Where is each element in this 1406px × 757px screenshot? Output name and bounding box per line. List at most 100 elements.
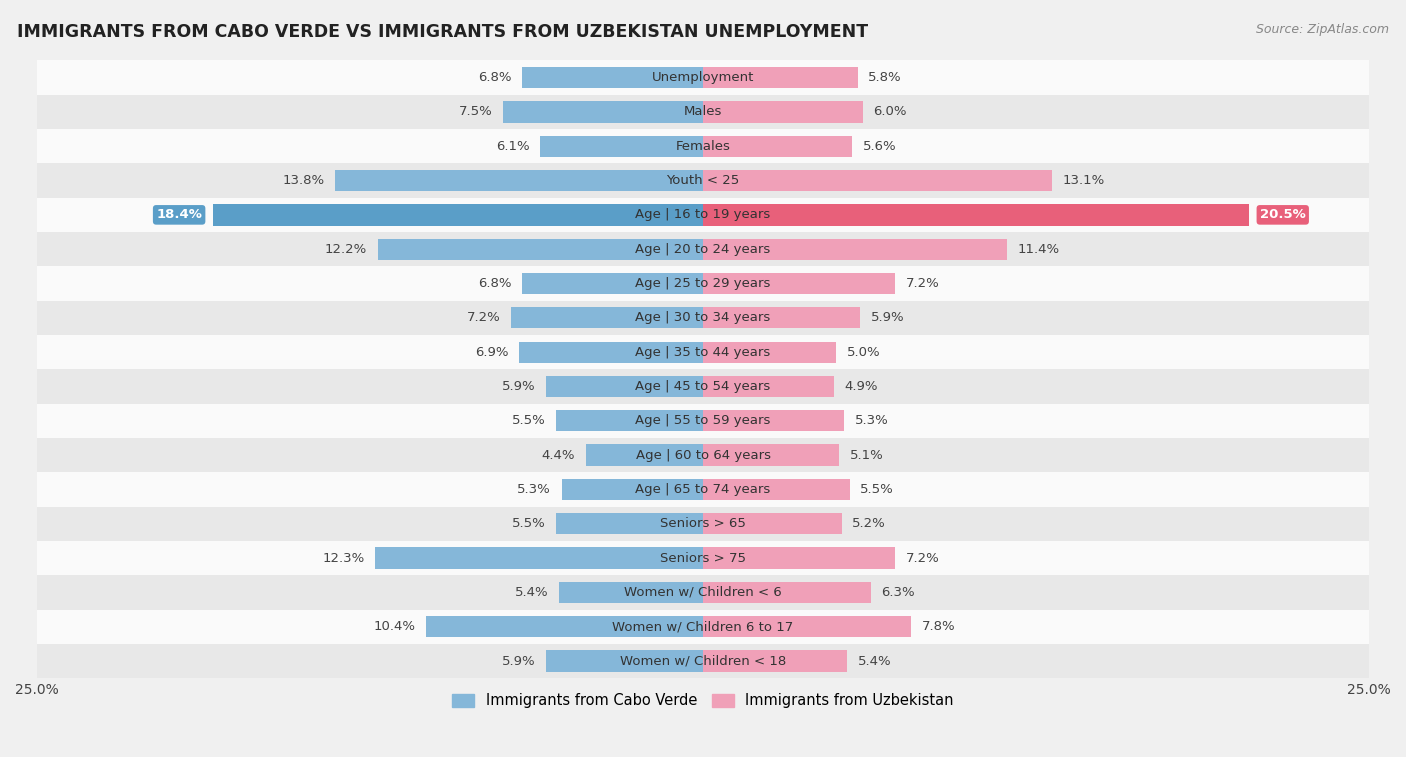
Bar xyxy=(37,506,1369,541)
Bar xyxy=(37,575,1369,609)
Text: 5.9%: 5.9% xyxy=(502,655,536,668)
Bar xyxy=(546,650,703,671)
Text: 7.2%: 7.2% xyxy=(905,277,939,290)
Bar xyxy=(37,164,1369,198)
Text: Seniors > 65: Seniors > 65 xyxy=(659,517,747,530)
Text: Women w/ Children < 6: Women w/ Children < 6 xyxy=(624,586,782,599)
Text: 11.4%: 11.4% xyxy=(1018,243,1060,256)
Bar xyxy=(37,61,1369,95)
Text: Age | 60 to 64 years: Age | 60 to 64 years xyxy=(636,449,770,462)
Text: 5.5%: 5.5% xyxy=(512,414,546,427)
Text: 13.8%: 13.8% xyxy=(283,174,325,187)
Bar xyxy=(703,67,858,89)
Bar xyxy=(703,478,849,500)
Bar xyxy=(37,472,1369,506)
Bar xyxy=(522,273,703,294)
Bar xyxy=(703,238,1007,260)
Bar xyxy=(37,541,1369,575)
Bar xyxy=(522,67,703,89)
Text: 5.4%: 5.4% xyxy=(858,655,891,668)
Bar xyxy=(703,136,852,157)
Text: Age | 16 to 19 years: Age | 16 to 19 years xyxy=(636,208,770,221)
Text: 6.8%: 6.8% xyxy=(478,277,512,290)
Bar xyxy=(546,375,703,397)
Bar xyxy=(378,238,703,260)
Bar xyxy=(37,369,1369,403)
Text: 6.9%: 6.9% xyxy=(475,346,509,359)
Text: Age | 45 to 54 years: Age | 45 to 54 years xyxy=(636,380,770,393)
Text: 5.9%: 5.9% xyxy=(502,380,536,393)
Bar xyxy=(557,410,703,431)
Text: Age | 30 to 34 years: Age | 30 to 34 years xyxy=(636,311,770,324)
Text: 5.5%: 5.5% xyxy=(512,517,546,530)
Text: Age | 65 to 74 years: Age | 65 to 74 years xyxy=(636,483,770,496)
Bar xyxy=(37,438,1369,472)
Bar xyxy=(703,101,863,123)
Bar xyxy=(703,513,842,534)
Text: 12.3%: 12.3% xyxy=(322,552,364,565)
Bar xyxy=(37,301,1369,335)
Bar xyxy=(335,170,703,192)
Text: Source: ZipAtlas.com: Source: ZipAtlas.com xyxy=(1256,23,1389,36)
Text: 13.1%: 13.1% xyxy=(1063,174,1105,187)
Bar xyxy=(703,410,844,431)
Text: 4.4%: 4.4% xyxy=(541,449,575,462)
Text: 6.1%: 6.1% xyxy=(496,140,530,153)
Bar xyxy=(37,232,1369,266)
Text: Seniors > 75: Seniors > 75 xyxy=(659,552,747,565)
Text: 5.3%: 5.3% xyxy=(517,483,551,496)
Text: 5.5%: 5.5% xyxy=(860,483,894,496)
Text: Females: Females xyxy=(675,140,731,153)
Text: 5.6%: 5.6% xyxy=(863,140,897,153)
Text: 5.3%: 5.3% xyxy=(855,414,889,427)
Text: Age | 20 to 24 years: Age | 20 to 24 years xyxy=(636,243,770,256)
Text: IMMIGRANTS FROM CABO VERDE VS IMMIGRANTS FROM UZBEKISTAN UNEMPLOYMENT: IMMIGRANTS FROM CABO VERDE VS IMMIGRANTS… xyxy=(17,23,868,41)
Bar xyxy=(426,616,703,637)
Text: 5.9%: 5.9% xyxy=(870,311,904,324)
Bar xyxy=(703,307,860,329)
Bar xyxy=(703,582,870,603)
Bar xyxy=(37,644,1369,678)
Text: 7.8%: 7.8% xyxy=(921,620,955,633)
Bar xyxy=(703,616,911,637)
Bar xyxy=(375,547,703,569)
Text: 6.8%: 6.8% xyxy=(478,71,512,84)
Bar xyxy=(37,266,1369,301)
Bar xyxy=(703,341,837,363)
Text: 12.2%: 12.2% xyxy=(325,243,367,256)
Text: Unemployment: Unemployment xyxy=(652,71,754,84)
Bar xyxy=(37,335,1369,369)
Bar xyxy=(37,129,1369,164)
Bar xyxy=(703,273,894,294)
Bar xyxy=(703,444,839,466)
Bar xyxy=(519,341,703,363)
Bar xyxy=(703,375,834,397)
Text: Age | 55 to 59 years: Age | 55 to 59 years xyxy=(636,414,770,427)
Text: 6.0%: 6.0% xyxy=(873,105,907,118)
Bar xyxy=(562,478,703,500)
Bar xyxy=(586,444,703,466)
Bar xyxy=(703,650,846,671)
Text: Youth < 25: Youth < 25 xyxy=(666,174,740,187)
Text: 10.4%: 10.4% xyxy=(373,620,415,633)
Text: 4.9%: 4.9% xyxy=(844,380,877,393)
Text: 5.2%: 5.2% xyxy=(852,517,886,530)
Bar xyxy=(540,136,703,157)
Text: Males: Males xyxy=(683,105,723,118)
Text: 5.1%: 5.1% xyxy=(849,449,883,462)
Text: 5.0%: 5.0% xyxy=(846,346,880,359)
Text: 20.5%: 20.5% xyxy=(1260,208,1306,221)
Bar xyxy=(37,609,1369,644)
Legend: Immigrants from Cabo Verde, Immigrants from Uzbekistan: Immigrants from Cabo Verde, Immigrants f… xyxy=(446,687,960,714)
Text: Age | 25 to 29 years: Age | 25 to 29 years xyxy=(636,277,770,290)
Text: 7.5%: 7.5% xyxy=(458,105,492,118)
Bar xyxy=(503,101,703,123)
Text: Women w/ Children 6 to 17: Women w/ Children 6 to 17 xyxy=(613,620,793,633)
Bar xyxy=(560,582,703,603)
Bar xyxy=(703,204,1249,226)
Text: Age | 35 to 44 years: Age | 35 to 44 years xyxy=(636,346,770,359)
Text: 7.2%: 7.2% xyxy=(467,311,501,324)
Bar xyxy=(37,198,1369,232)
Text: Women w/ Children < 18: Women w/ Children < 18 xyxy=(620,655,786,668)
Text: 6.3%: 6.3% xyxy=(882,586,915,599)
